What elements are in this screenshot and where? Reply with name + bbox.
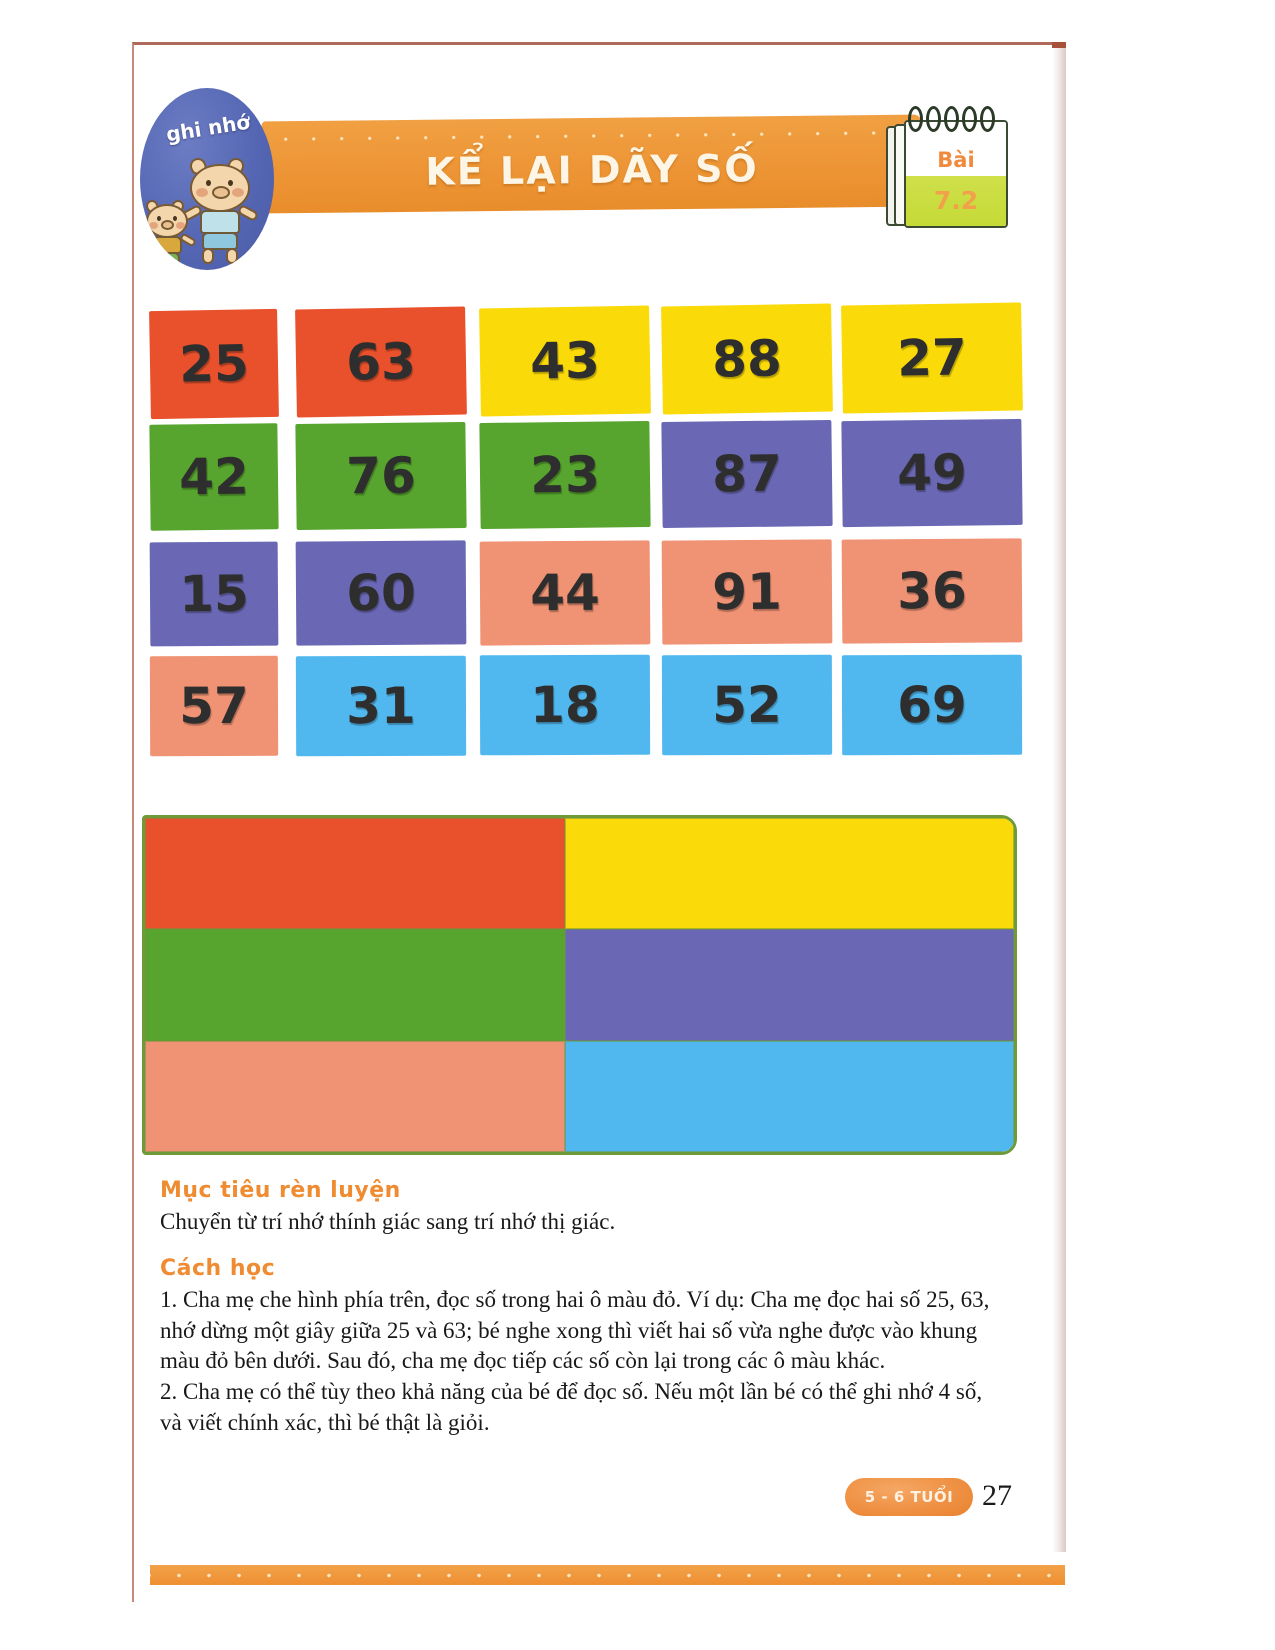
answer-cell[interactable] (565, 1040, 1014, 1152)
number-tile: 36 (841, 538, 1023, 645)
answer-cell[interactable] (145, 1040, 565, 1152)
number-tile: 63 (295, 306, 467, 418)
number-tile: 25 (149, 308, 279, 420)
ghi-nho-label: ghi nhớ (164, 109, 252, 147)
spiral-ring-icon (944, 106, 959, 132)
number-tile: 52 (661, 654, 833, 756)
number-tile: 76 (295, 421, 467, 530)
lesson-number: 7.2 (933, 186, 979, 215)
number-tile: 44 (479, 540, 651, 646)
page-title: KỂ LẠI DÃY SỐ (425, 146, 759, 194)
number-tile: 23 (479, 420, 651, 529)
goal-heading: Mục tiêu rèn luyện (160, 1178, 401, 1203)
spiral-ring-icon (962, 106, 977, 132)
number-tile: 31 (295, 655, 467, 756)
page-number: 27 (982, 1479, 1012, 1512)
number-tile: 91 (661, 539, 833, 645)
number-tile: 27 (841, 302, 1023, 414)
number-tile: 87 (661, 419, 833, 528)
age-range-badge: 5 - 6 TUỔI (845, 1478, 973, 1516)
goal-text: Chuyển từ trí nhớ thính giác sang trí nh… (160, 1209, 616, 1234)
lesson-notepad-badge: Bài 7.2 (886, 106, 1016, 230)
number-tile: 88 (661, 303, 833, 415)
banner-dotted-stitching (261, 128, 922, 144)
number-tile: 15 (149, 541, 279, 647)
number-tile: 42 (149, 423, 279, 531)
number-tile: 57 (149, 655, 279, 757)
pig-small-icon (140, 198, 200, 270)
number-tile: 18 (479, 655, 651, 756)
answer-cell[interactable] (565, 818, 1014, 930)
how-to-step-1: 1. Cha mẹ che hình phía trên, đọc số tro… (160, 1286, 990, 1374)
instructions-section: Mục tiêu rèn luyện Chuyển từ trí nhớ thí… (160, 1178, 1000, 1439)
spiral-ring-icon (980, 106, 995, 132)
lesson-label: Bài (937, 148, 975, 172)
pig-large-icon (180, 155, 264, 266)
number-grid: 25 63 43 88 27 42 76 23 87 49 15 60 44 91 36 57 31 18 52 69 (149, 296, 1023, 757)
number-tile: 43 (479, 305, 651, 417)
number-tile: 49 (841, 418, 1023, 527)
footer-band (150, 1565, 1065, 1585)
spiral-ring-icon (908, 106, 923, 132)
spiral-ring-icon (926, 106, 941, 132)
how-to-step-2: 2. Cha mẹ có thể tùy theo khả năng của b… (160, 1379, 983, 1436)
answer-cell[interactable] (145, 818, 565, 930)
answer-cell[interactable] (565, 929, 1014, 1041)
page-edge-right (1052, 42, 1066, 1552)
how-to-heading: Cách học (160, 1255, 276, 1281)
header-banner: KỂ LẠI DÃY SỐ (261, 114, 923, 214)
notepad-sheet-front: Bài 7.2 (904, 120, 1008, 228)
number-tile: 60 (295, 540, 467, 646)
number-tile: 69 (841, 654, 1023, 756)
answer-writing-box[interactable] (142, 815, 1017, 1155)
answer-cell[interactable] (145, 929, 565, 1041)
ghi-nho-badge: ghi nhớ (140, 88, 274, 270)
footer-dotted-stitching (150, 1572, 1065, 1579)
